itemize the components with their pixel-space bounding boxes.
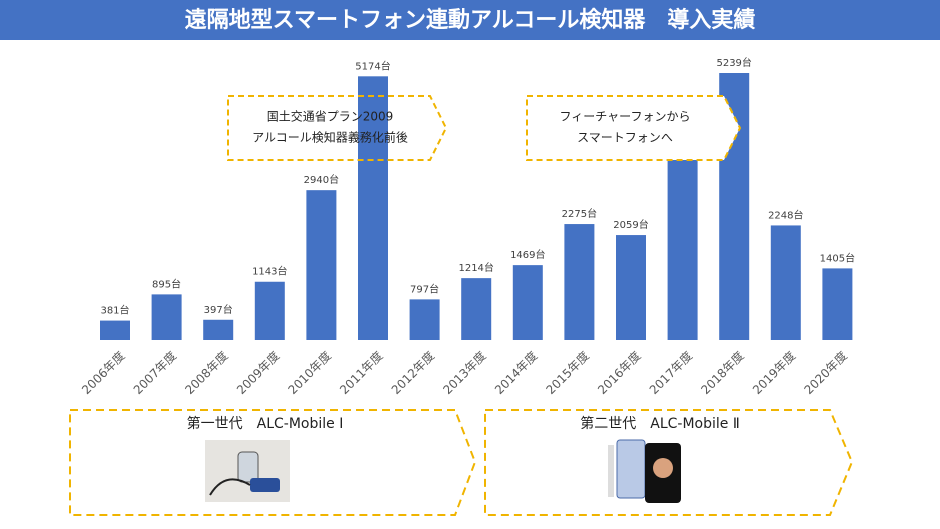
value-label: 5174台 (355, 59, 390, 72)
value-label: 1405台 (820, 251, 855, 264)
annotation-text: アルコール検知器義務化前後 (252, 130, 408, 145)
bar (409, 299, 440, 340)
bar (203, 319, 234, 340)
generation-label: 第一世代 ALC-Mobile Ⅰ (187, 415, 344, 432)
x-tick-label: 2016年度 (594, 348, 643, 397)
annotations (69, 95, 854, 516)
value-label: 895台 (152, 277, 181, 290)
x-tick-label: 2010年度 (285, 348, 334, 397)
annotation-text: 国土交通省プラン2009 (267, 109, 394, 124)
value-label: 5239台 (716, 56, 751, 69)
x-tick-label: 2015年度 (543, 348, 592, 397)
chart-title: 遠隔地型スマートフォン連動アルコール検知器 導入実績 (185, 7, 756, 33)
x-tick-label: 2014年度 (491, 348, 540, 397)
annotation-text: スマートフォンへ (577, 131, 673, 145)
bar (254, 281, 285, 340)
x-tick-label: 2017年度 (646, 348, 695, 397)
annotation-text: フィーチャーフォンから (560, 110, 691, 124)
x-tick-label: 2018年度 (698, 348, 747, 397)
value-label: 2275台 (562, 207, 597, 220)
x-tick-label: 2007年度 (130, 348, 179, 397)
x-tick-label: 2013年度 (440, 348, 489, 397)
x-tick-label: 2009年度 (233, 348, 282, 397)
bar (564, 224, 595, 340)
generation-label: 第二世代 ALC-Mobile Ⅱ (580, 415, 739, 432)
x-tick-label: 2011年度 (336, 348, 385, 397)
value-label: 1469台 (510, 248, 545, 261)
device-photo-2 (608, 439, 681, 503)
value-label: 397台 (204, 303, 233, 316)
bar (461, 278, 492, 340)
value-label: 1143台 (252, 265, 287, 278)
value-label: 381台 (100, 304, 129, 317)
value-label: 2940台 (304, 173, 339, 186)
x-tick-label: 2006年度 (78, 348, 127, 397)
bar (100, 320, 130, 340)
value-label: 2059台 (613, 218, 648, 231)
device-photo-1 (205, 440, 290, 502)
value-label: 1214台 (458, 261, 493, 274)
bar (358, 76, 388, 340)
x-tick-label: 2012年度 (388, 348, 437, 397)
x-tick-label: 2019年度 (749, 348, 798, 397)
generation-box (69, 409, 477, 516)
bars: 381台 2006年度 895台 2007年度 397台 2008年度 1143台 2009年… (78, 56, 855, 397)
bar (616, 235, 646, 340)
title-banner (0, 0, 940, 40)
bar (822, 268, 853, 340)
x-tick-label: 2020年度 (801, 348, 850, 397)
annotation-box (526, 95, 742, 161)
bar (306, 190, 337, 340)
x-tick-label: 2008年度 (182, 348, 231, 397)
generation-box (484, 409, 854, 516)
annotation-box (227, 95, 448, 161)
bar (151, 294, 182, 340)
bar (512, 265, 543, 340)
value-label: 797台 (410, 282, 439, 295)
bar (770, 225, 801, 340)
value-label: 2248台 (768, 208, 803, 221)
